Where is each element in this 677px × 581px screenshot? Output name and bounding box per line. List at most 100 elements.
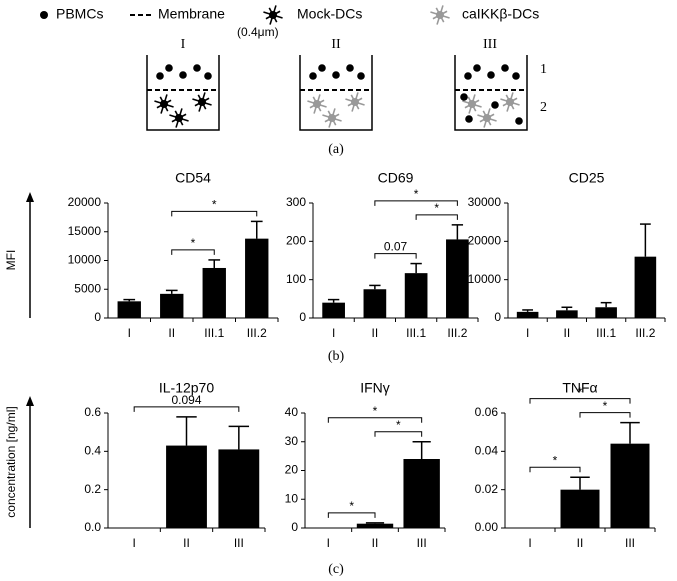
significance-label: * xyxy=(578,385,583,399)
y-tick-label: 100 xyxy=(286,272,306,286)
y-tick-label: 0.04 xyxy=(475,444,499,458)
bar xyxy=(516,311,539,318)
x-tick-label: III.2 xyxy=(635,326,655,340)
y-tick-label: 0 xyxy=(291,520,298,534)
significance-bracket xyxy=(529,398,631,404)
arrow-head xyxy=(26,192,34,202)
chart-title: CD54 xyxy=(175,170,211,186)
significance-bracket xyxy=(133,406,240,412)
pbmc-icon xyxy=(40,11,48,19)
error-bar xyxy=(228,425,250,450)
pbmc xyxy=(357,72,365,80)
legend-label: Membrane xyxy=(158,6,225,22)
pbmc xyxy=(165,64,173,72)
error-bar xyxy=(327,298,340,303)
pbmc xyxy=(318,64,326,72)
y-tick-label: 0.02 xyxy=(475,482,499,496)
pbmc xyxy=(179,71,187,79)
error-bar xyxy=(365,522,385,524)
x-tick-label: III.1 xyxy=(596,326,616,340)
chart-title: CD25 xyxy=(569,170,605,186)
chart-title: CD69 xyxy=(378,170,414,186)
error-bar xyxy=(410,262,422,274)
dc xyxy=(313,100,321,108)
pbmc xyxy=(460,93,468,101)
condition-label: III xyxy=(483,37,497,52)
condition-label: II xyxy=(331,37,341,52)
x-tick-label: III xyxy=(417,536,427,550)
x-tick-label: II xyxy=(168,326,175,340)
error-bar xyxy=(123,298,136,302)
x-tick-label: II xyxy=(183,536,190,550)
y-tick-label: 0.06 xyxy=(475,405,499,419)
dc xyxy=(351,98,359,106)
chart-title: IL-12p70 xyxy=(159,380,214,396)
condition-label: I xyxy=(181,37,186,52)
y-tick-label: 0.6 xyxy=(84,405,101,419)
well xyxy=(146,55,220,131)
significance-label: * xyxy=(414,187,419,201)
error-bar xyxy=(165,289,178,294)
bar xyxy=(356,523,394,528)
pbmc xyxy=(491,101,499,109)
bar xyxy=(560,489,600,528)
y-tick-label: 30 xyxy=(285,434,299,448)
bar xyxy=(322,302,345,318)
significance-label: 0.094 xyxy=(171,393,201,407)
bar xyxy=(610,443,650,528)
error-bar xyxy=(208,259,221,268)
bar xyxy=(403,459,440,528)
x-tick-label: II xyxy=(372,326,379,340)
well xyxy=(454,55,528,131)
pbmc xyxy=(156,72,164,80)
significance-label: * xyxy=(434,201,439,215)
x-tick-label: III.1 xyxy=(406,326,426,340)
y-tick-label: 0.4 xyxy=(84,444,101,458)
error-bar xyxy=(250,220,263,239)
compartment-label: 2 xyxy=(540,100,547,115)
significance-label: * xyxy=(603,399,608,413)
x-tick-label: III xyxy=(234,536,244,550)
pbmc xyxy=(501,64,509,72)
significance-bracket xyxy=(171,210,258,217)
significance-bracket xyxy=(529,466,581,473)
pbmc xyxy=(465,115,473,123)
error-bar xyxy=(639,223,651,257)
error-bar xyxy=(561,306,573,311)
x-tick-label: I xyxy=(327,536,330,550)
y-tick-label: 20 xyxy=(285,463,299,477)
error-bar xyxy=(451,224,464,240)
x-tick-label: I xyxy=(128,326,131,340)
bar xyxy=(160,293,184,318)
y-tick-label: 5000 xyxy=(74,281,101,295)
error-bar xyxy=(570,476,590,490)
dc xyxy=(175,114,183,122)
x-tick-label: I xyxy=(526,326,529,340)
bar xyxy=(245,238,269,318)
pbmc xyxy=(487,71,495,79)
pbmc xyxy=(346,64,354,72)
mock-dc-icon xyxy=(269,11,277,19)
pbmc xyxy=(193,64,201,72)
pbmc xyxy=(473,64,481,72)
pbmc xyxy=(464,72,472,80)
legend-label: Mock-DCs xyxy=(297,6,362,22)
y-tick-label: 10000 xyxy=(468,272,502,286)
significance-label: * xyxy=(396,418,401,432)
significance-label: 0.07 xyxy=(384,240,408,254)
y-tick-label: 0.00 xyxy=(475,520,499,534)
x-tick-label: III xyxy=(625,536,635,550)
bar xyxy=(363,289,387,318)
bar xyxy=(218,449,260,528)
bar xyxy=(556,310,578,318)
legend-note: (0.4μm) xyxy=(237,25,279,39)
x-tick-label: III.2 xyxy=(247,326,267,340)
x-tick-label: II xyxy=(577,536,584,550)
error-bar xyxy=(522,309,534,312)
well xyxy=(299,55,373,131)
error-bar xyxy=(620,421,640,444)
dc xyxy=(328,114,336,122)
significance-label: * xyxy=(212,198,217,212)
y-tick-label: 20000 xyxy=(68,195,102,209)
